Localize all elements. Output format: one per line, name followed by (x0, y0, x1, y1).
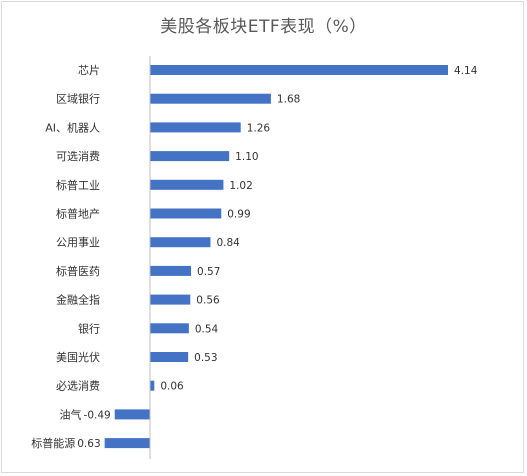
category-label: 芯片 (78, 63, 100, 77)
labels-group: 芯片 4.14 区域银行 1.68 AI、机器人 1.26 可选消费 1.10 标普工业 1.02… (31, 63, 477, 450)
category-label: 美国光伏 (56, 350, 100, 364)
value-label: 1.02 (229, 180, 252, 192)
bar-category-14 (104, 438, 150, 449)
value-label: -0.49 (84, 409, 111, 421)
category-label: 可选消费 (56, 149, 100, 163)
category-label: 公用事业 (56, 236, 100, 249)
category-label: 标普地产 (56, 207, 100, 221)
category-label: 必选消费 (56, 379, 100, 393)
bar-category-11 (150, 352, 189, 362)
category-label: AI、机器人 (45, 120, 100, 134)
value-label: 0.53 (194, 352, 217, 364)
value-label: 1.26 (247, 122, 271, 134)
value-label: 4.14 (454, 65, 478, 77)
bar-category-10 (150, 323, 189, 334)
bar-category-7 (150, 237, 211, 248)
category-label: 金融全指 (56, 293, 100, 307)
bar-category-4 (150, 151, 230, 162)
bar-category-2 (150, 93, 271, 104)
category-label: 银行 (78, 321, 100, 335)
bar-category-1 (150, 65, 448, 75)
bar-category-5 (150, 179, 224, 190)
category-label: 标普工业 (56, 178, 100, 192)
value-label: 0.06 (160, 381, 184, 393)
chart-title: 美股各板块ETF表现（%） (160, 17, 367, 37)
bar-category-12 (150, 380, 155, 391)
bar-category-3 (150, 122, 241, 133)
category-label: 油气 (60, 407, 82, 421)
value-label: 0.84 (216, 237, 240, 249)
value-label: 0.56 (196, 295, 220, 307)
bar-category-6 (150, 208, 222, 219)
value-label: 0.63 (77, 438, 100, 450)
bar-category-9 (150, 294, 191, 305)
bars-group (104, 65, 448, 449)
value-label: 1.68 (277, 94, 300, 106)
value-label: 0.57 (197, 266, 220, 278)
bar-category-8 (150, 265, 192, 276)
category-label: 标普能源 (31, 436, 75, 450)
bar-category-13 (114, 409, 150, 420)
value-label: 1.10 (235, 151, 258, 163)
value-label: 0.54 (195, 323, 219, 335)
category-label: 区域银行 (56, 92, 100, 106)
category-label: 标普医药 (56, 264, 100, 278)
value-label: 0.99 (227, 209, 250, 221)
